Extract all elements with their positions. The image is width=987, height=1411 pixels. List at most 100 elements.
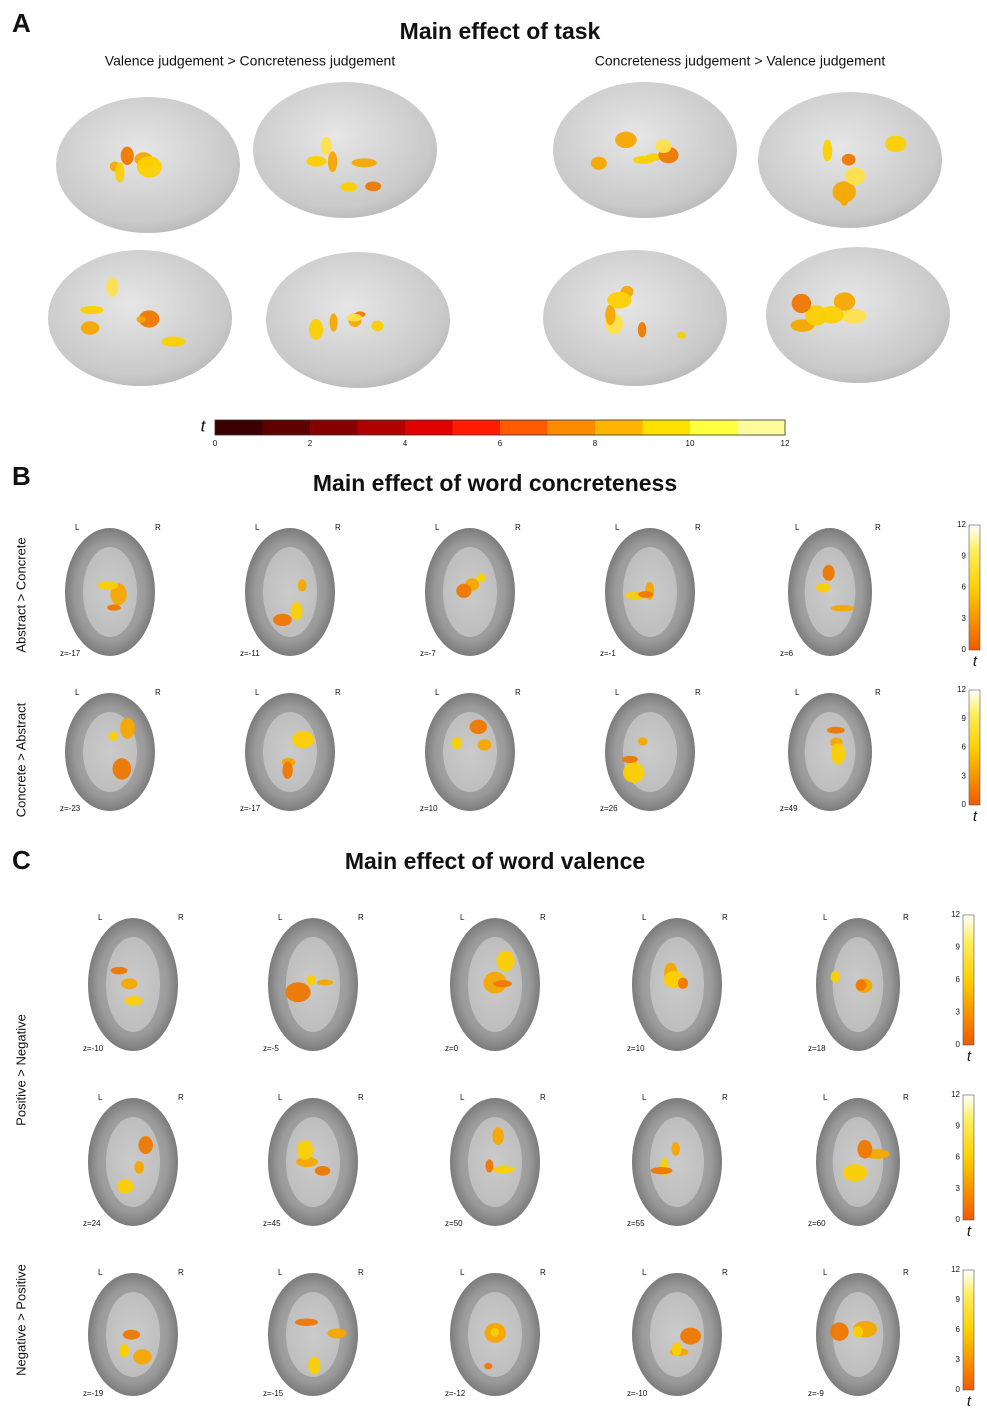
colorbar-tick: 4 [403, 439, 408, 448]
colorbar [962, 1269, 975, 1391]
row-label: Concrete > Abstract [13, 702, 28, 817]
colorbar-tick: 12 [957, 520, 966, 529]
slice-label: z=-17 [240, 804, 261, 813]
slice-label: z=-19 [83, 1389, 104, 1398]
slice-label: z=-11 [240, 649, 260, 658]
colorbar-tick: 10 [686, 439, 695, 448]
orientation-right: R [335, 523, 341, 532]
orientation-left: L [75, 688, 80, 697]
activation [485, 1159, 494, 1173]
orientation-left: L [435, 523, 440, 532]
colorbar-segment [500, 420, 548, 435]
white-matter [804, 547, 856, 637]
activation [117, 1179, 134, 1194]
colorbar-tick: 9 [962, 551, 967, 560]
orientation-left: L [795, 523, 800, 532]
orientation-right: R [540, 1093, 546, 1102]
activation [637, 737, 648, 746]
colorbar-tick: 9 [956, 943, 961, 952]
orientation-right: R [178, 1093, 184, 1102]
white-matter [286, 1292, 340, 1377]
activation [327, 151, 338, 173]
activation [680, 1327, 701, 1345]
panel-title: Main effect of word concreteness [313, 470, 677, 496]
activation [841, 153, 856, 166]
orientation-right: R [540, 913, 546, 922]
slice-label: z=26 [600, 804, 618, 813]
colorbar-segment [642, 420, 691, 435]
panel-label: C [12, 845, 31, 875]
activation [676, 331, 687, 339]
activation [138, 1136, 153, 1154]
white-matter [263, 547, 317, 637]
orientation-right: R [358, 913, 364, 922]
activation [124, 996, 143, 1006]
orientation-right: R [695, 688, 701, 697]
colorbar-segment [310, 420, 358, 435]
white-matter [468, 1117, 522, 1207]
colorbar-segment [262, 420, 311, 435]
orientation-left: L [255, 523, 260, 532]
activation [633, 155, 655, 164]
activation [822, 139, 833, 162]
activation [120, 717, 135, 739]
activation [108, 731, 119, 742]
orientation-left: L [435, 688, 440, 697]
white-matter [832, 1117, 884, 1207]
white-matter [443, 712, 497, 792]
colorbar-tick: 3 [956, 1355, 961, 1364]
orientation-right: R [515, 523, 521, 532]
slice-label: z=49 [780, 804, 798, 813]
activation [605, 304, 616, 326]
orientation-left: L [615, 523, 620, 532]
slice-label: z=10 [627, 1044, 645, 1053]
orientation-left: L [615, 688, 620, 697]
slice-label: z=-23 [60, 804, 81, 813]
activation [133, 1349, 152, 1365]
colorbar-tick: 3 [956, 1008, 961, 1017]
slice-label: z=55 [627, 1219, 645, 1228]
colorbar-tick: 3 [962, 771, 967, 780]
activation [346, 313, 362, 322]
activation [492, 980, 513, 988]
colorbar-tick: 9 [956, 1295, 961, 1304]
colorbar-tick: 9 [962, 714, 967, 723]
activation [122, 1329, 141, 1340]
colorbar-tick: 3 [956, 1184, 961, 1193]
slice-label: z=60 [808, 1219, 826, 1228]
activation [621, 755, 638, 764]
activation [309, 318, 324, 340]
colorbar-segment [690, 420, 738, 435]
slice-label: z=-17 [60, 649, 81, 658]
activation [296, 1140, 314, 1160]
activation [842, 1164, 868, 1182]
row-label: Positive > Negative [13, 1014, 28, 1126]
activation [469, 719, 488, 735]
activation [844, 167, 866, 186]
orientation-right: R [358, 1268, 364, 1277]
orientation-left: L [98, 1093, 103, 1102]
orientation-left: L [75, 523, 80, 532]
colorbar-segment [215, 420, 263, 435]
orientation-left: L [460, 1268, 465, 1277]
activation [273, 613, 292, 627]
activation [456, 583, 472, 598]
activation [476, 573, 486, 582]
slice-label: z=18 [808, 1044, 826, 1053]
activation [294, 1318, 319, 1326]
slice-label: z=-1 [600, 649, 616, 658]
colorbar-tick: 12 [957, 685, 966, 694]
panel-label: A [12, 8, 31, 38]
slice-label: z=-7 [420, 649, 436, 658]
orientation-right: R [903, 1093, 909, 1102]
colorbar-symbol: t [967, 1223, 972, 1240]
orientation-right: R [335, 688, 341, 697]
colorbar-tick: 12 [951, 1265, 960, 1274]
activation [138, 310, 160, 328]
activation [852, 1326, 864, 1338]
colorbar-tick: 6 [956, 1325, 961, 1334]
orientation-left: L [98, 1268, 103, 1277]
activation [327, 1328, 347, 1339]
orientation-left: L [278, 1093, 283, 1102]
activation [827, 726, 845, 734]
